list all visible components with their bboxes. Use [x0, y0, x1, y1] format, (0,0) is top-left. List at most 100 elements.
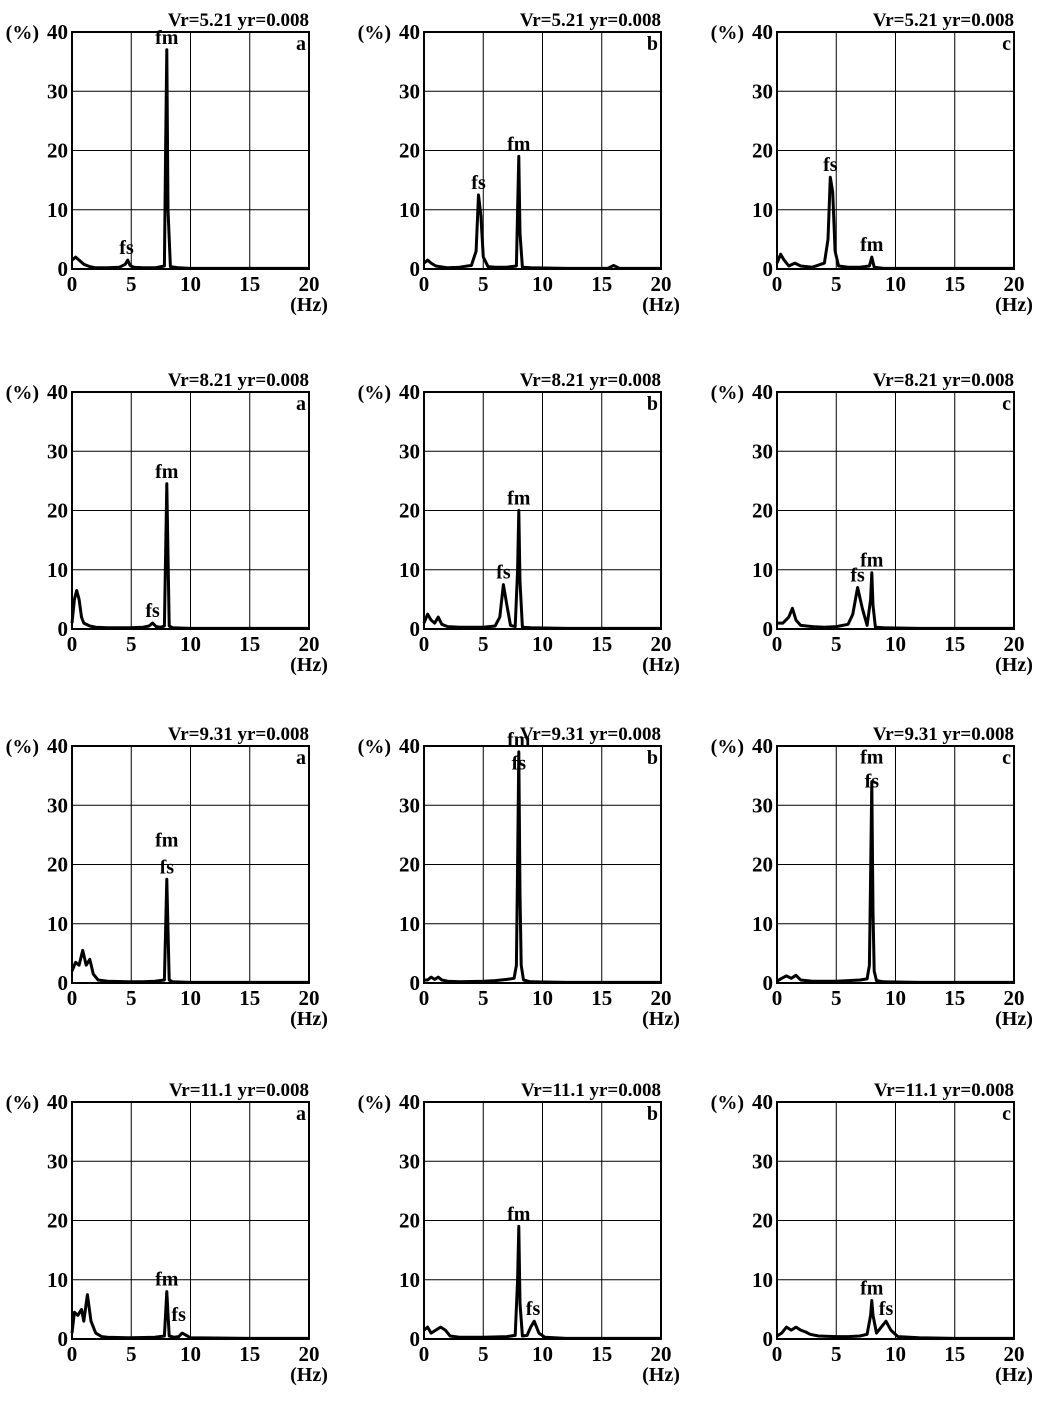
chart-panel: 0 10 20 30 40 (%) 0 5 10 15 20 (Hz) Vr=5.21 yr=0.008…	[352, 0, 698, 346]
y-tick-label: 20	[399, 499, 420, 523]
x-tick-label: 5	[126, 272, 137, 296]
y-tick-label: 10	[399, 1268, 420, 1292]
panel-label: a	[296, 1103, 306, 1125]
x-tick-label: 20	[1004, 632, 1025, 656]
y-tick-label: 30	[752, 79, 773, 103]
x-tick-label: 5	[831, 986, 842, 1010]
spectrum-series-line	[424, 750, 661, 984]
y-tick-label: 0	[410, 1327, 421, 1351]
y-unit-label: (%)	[711, 1092, 744, 1114]
x-tick-label: 0	[67, 986, 78, 1010]
y-tick-label: 0	[58, 971, 69, 995]
y-tick-label: 20	[399, 1209, 420, 1233]
x-tick-label: 10	[885, 272, 906, 296]
peak-annotation-label: fm	[860, 550, 884, 572]
panel-label: b	[647, 393, 658, 415]
y-tick-label: 0	[58, 257, 69, 281]
spectrum-series-line	[70, 877, 309, 984]
chart-title: Vr=9.31 yr=0.008	[873, 724, 1014, 745]
x-tick-label: 0	[67, 632, 78, 656]
x-unit-label: (Hz)	[290, 1364, 328, 1386]
y-tick-label: 20	[752, 499, 773, 523]
chart-panel: 0 10 20 30 40 (%) 0 5 10 15 20 (Hz) Vr=9.31 yr=0.008…	[705, 714, 1039, 1060]
y-unit-label: (%)	[358, 22, 391, 44]
chart-title: Vr=11.1 yr=0.008	[874, 1080, 1014, 1101]
y-tick-label: 30	[399, 439, 420, 463]
x-tick-label: 15	[944, 632, 965, 656]
y-tick-label: 0	[410, 257, 421, 281]
y-tick-label: 20	[47, 1209, 68, 1233]
peak-annotation-label: fs	[471, 172, 486, 194]
y-tick-label: 20	[47, 499, 68, 523]
x-tick-label: 20	[651, 1342, 672, 1366]
y-tick-label: 40	[47, 1090, 68, 1114]
y-tick-label: 30	[399, 1149, 420, 1173]
spectrum-series-line	[775, 175, 1014, 270]
y-tick-label: 10	[752, 1268, 773, 1292]
x-tick-label: 10	[180, 272, 201, 296]
peak-annotation-label: fs	[526, 1298, 541, 1320]
x-tick-label: 15	[944, 1342, 965, 1366]
x-tick-label: 20	[1004, 1342, 1025, 1366]
x-tick-label: 0	[772, 272, 783, 296]
y-tick-label: 10	[399, 558, 420, 582]
x-tick-label: 15	[591, 632, 612, 656]
x-tick-label: 20	[299, 632, 320, 656]
chart-title: Vr=11.1 yr=0.008	[169, 1080, 309, 1101]
x-tick-label: 15	[944, 272, 965, 296]
x-tick-label: 20	[299, 272, 320, 296]
y-tick-label: 10	[752, 558, 773, 582]
y-tick-label: 10	[47, 912, 68, 936]
x-unit-label: (Hz)	[290, 294, 328, 316]
peak-annotation-label: fs	[119, 237, 134, 259]
y-unit-label: (%)	[711, 22, 744, 44]
y-unit-label: (%)	[358, 382, 391, 404]
y-tick-label: 40	[752, 734, 773, 758]
x-tick-label: 0	[772, 632, 783, 656]
x-tick-label: 10	[885, 986, 906, 1010]
spectrum-series-line	[422, 509, 661, 630]
chart-panel: 0 10 20 30 40 (%) 0 5 10 15 20 (Hz) Vr=9.31 yr=0.008…	[0, 714, 346, 1060]
x-tick-label: 15	[239, 1342, 260, 1366]
y-tick-label: 0	[410, 617, 421, 641]
x-tick-label: 15	[944, 986, 965, 1010]
panel-label: c	[1002, 33, 1011, 55]
chart-panel: 0 10 20 30 40 (%) 0 5 10 15 20 (Hz) Vr=11.1 yr=0.008…	[705, 1070, 1039, 1416]
panel-label: b	[647, 747, 658, 769]
y-tick-label: 0	[763, 257, 774, 281]
x-tick-label: 15	[239, 272, 260, 296]
y-tick-label: 0	[763, 1327, 774, 1351]
spectrum-series-line	[776, 1299, 1014, 1340]
x-unit-label: (Hz)	[995, 294, 1033, 316]
plot-frame	[423, 1101, 662, 1340]
x-tick-label: 0	[67, 1342, 78, 1366]
y-tick-label: 40	[47, 20, 68, 44]
y-tick-label: 40	[752, 380, 773, 404]
peak-annotation-label: fm	[507, 133, 531, 155]
y-tick-label: 10	[752, 198, 773, 222]
peak-annotation-label: fs	[879, 1298, 894, 1320]
y-tick-label: 10	[47, 1268, 68, 1292]
spectrum-series-line	[423, 154, 661, 270]
panel-label: c	[1002, 1103, 1011, 1125]
chart-title: Vr=9.31 yr=0.008	[168, 724, 309, 745]
y-tick-label: 10	[399, 198, 420, 222]
x-tick-label: 10	[180, 632, 201, 656]
x-tick-label: 10	[532, 1342, 553, 1366]
x-tick-label: 5	[831, 632, 842, 656]
panel-label: c	[1002, 747, 1011, 769]
peak-annotation-label: fs	[512, 753, 527, 775]
x-tick-label: 10	[532, 986, 553, 1010]
y-tick-label: 40	[47, 380, 68, 404]
y-tick-label: 0	[763, 617, 774, 641]
y-tick-label: 10	[752, 912, 773, 936]
x-unit-label: (Hz)	[290, 654, 328, 676]
chart-title: Vr=9.31 yr=0.008	[520, 724, 661, 745]
chart-title: Vr=8.21 yr=0.008	[873, 370, 1014, 391]
